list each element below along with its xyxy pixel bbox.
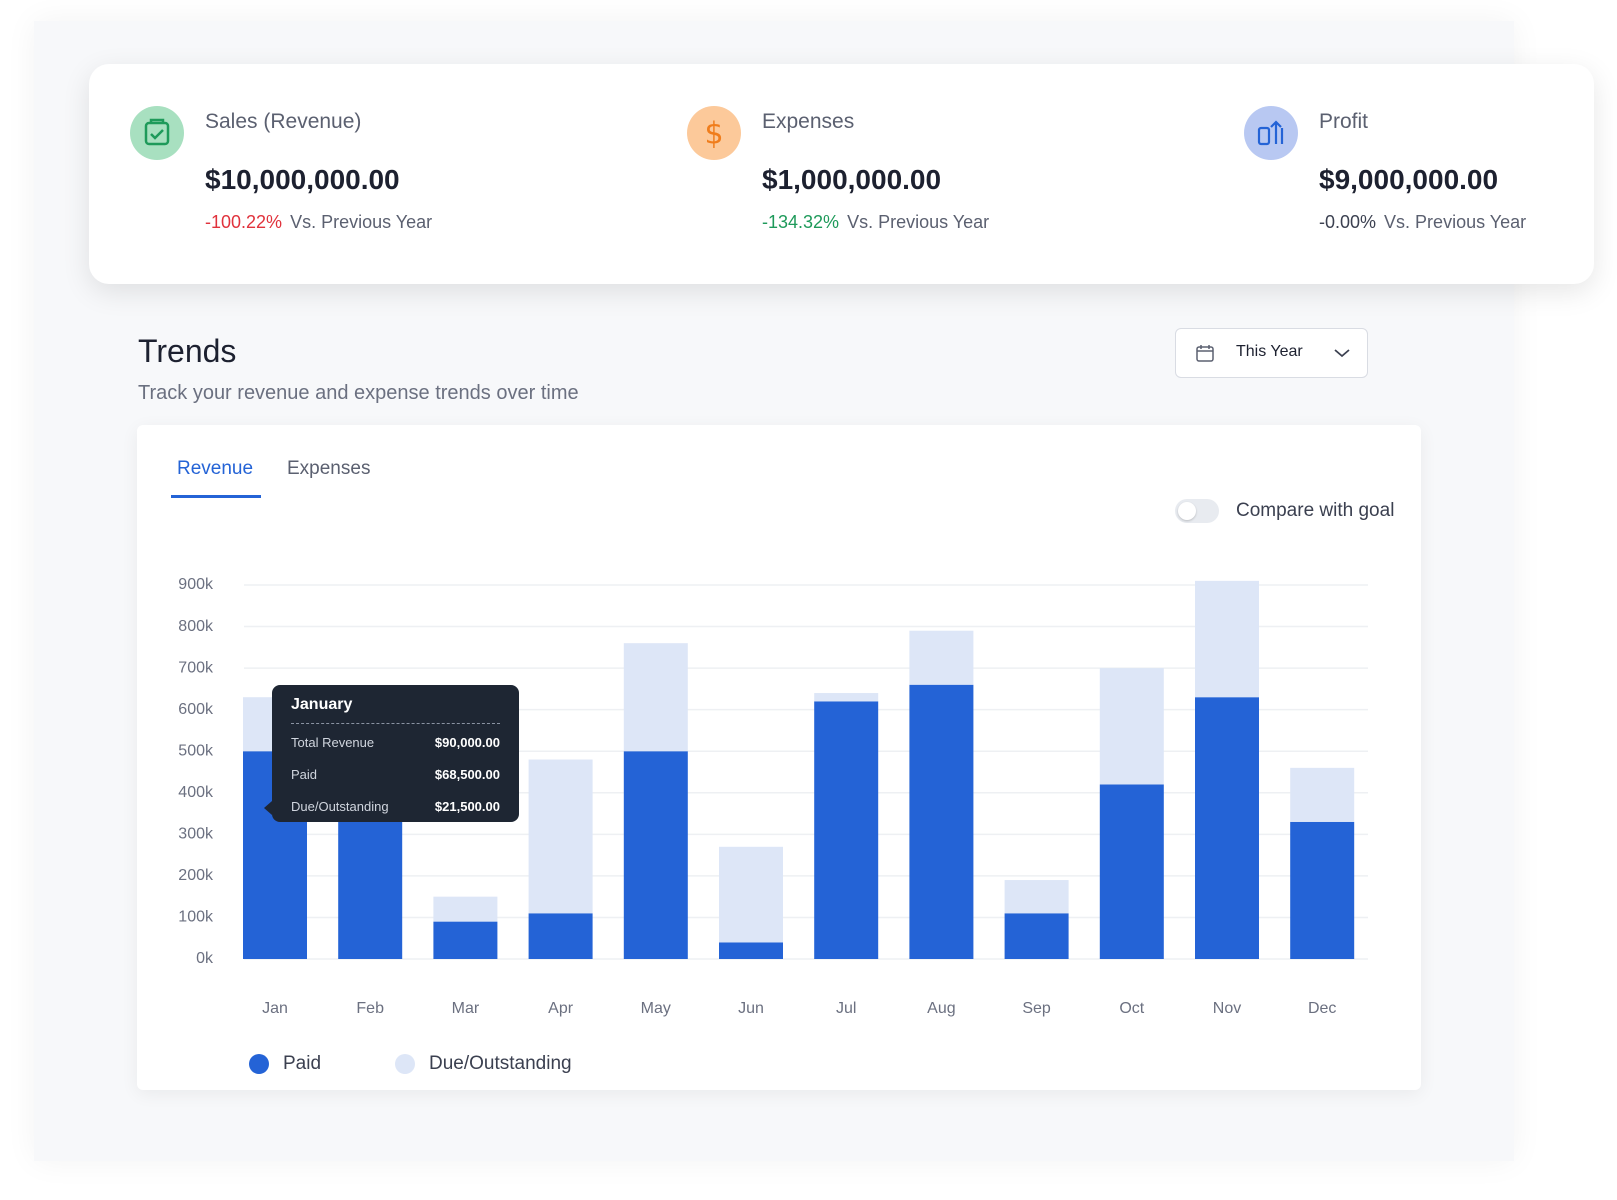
bar-segment xyxy=(528,759,593,914)
bar-segment xyxy=(433,896,498,922)
tooltip-title: January xyxy=(291,696,353,713)
kpi-value: $1,000,000.00 xyxy=(762,164,942,195)
toggle[interactable] xyxy=(1175,499,1219,523)
calendar-icon xyxy=(1196,345,1214,362)
tooltip-key: Due/Outstanding xyxy=(291,799,389,814)
bar-segment xyxy=(1195,580,1259,698)
tab[interactable]: Expenses xyxy=(287,458,371,479)
kpi-label: Expenses xyxy=(762,110,855,133)
x-tick-label: Feb xyxy=(356,1000,384,1017)
bar-segment xyxy=(1099,784,1164,959)
x-tick-label: May xyxy=(641,1000,671,1017)
bar-segment xyxy=(338,821,403,959)
kpi-change-row: -100.22% Vs. Previous Year xyxy=(205,212,432,233)
tooltip: January Total Revenue $90,000.00 Paid $68,… xyxy=(264,685,519,822)
kpi-value: $9,000,000.00 xyxy=(1319,164,1499,195)
kpi-change: -0.00% xyxy=(1319,212,1377,232)
tooltip-value: $90,000.00 xyxy=(434,735,500,750)
y-tick-label: 0k xyxy=(196,950,214,967)
sales-icon xyxy=(130,106,184,160)
x-tick-label: Jul xyxy=(836,1000,856,1017)
y-tick-label: 100k xyxy=(178,909,214,926)
kpi-comparison: Vs. Previous Year xyxy=(1384,212,1527,232)
x-tick-label: Apr xyxy=(548,1000,574,1017)
x-tick-label: Mar xyxy=(452,1000,480,1017)
tooltip-row: Due/Outstanding $21,500.00 xyxy=(291,799,500,814)
kpi-label: Sales (Revenue) xyxy=(205,110,362,133)
x-tick-label: Nov xyxy=(1213,1000,1241,1017)
y-tick-label: 700k xyxy=(178,659,214,676)
bar-segment xyxy=(909,630,974,685)
bar-segment xyxy=(814,693,879,702)
tooltip-row: Total Revenue $90,000.00 xyxy=(291,735,500,750)
tooltip-separator xyxy=(291,723,500,724)
kpi-comparison: Vs. Previous Year xyxy=(847,212,990,232)
x-tick-label: Jun xyxy=(738,1000,764,1017)
period-dropdown[interactable]: This Year xyxy=(1175,328,1368,378)
legend-swatch xyxy=(395,1054,415,1074)
bar-segment xyxy=(623,751,688,959)
kpi-value: $10,000,000.00 xyxy=(205,164,400,195)
tab[interactable]: Revenue xyxy=(177,458,254,479)
bar-segment xyxy=(1099,668,1164,785)
bar-segment xyxy=(1004,913,1069,959)
svg-text:$: $ xyxy=(704,117,723,152)
kpi-change: -134.32% xyxy=(762,212,840,232)
kpi-comparison: Vs. Previous Year xyxy=(290,212,433,232)
tooltip-key: Paid xyxy=(291,767,318,782)
y-tick-label: 900k xyxy=(178,576,214,593)
bar-segment xyxy=(433,921,498,959)
kpi: $ Expenses $1,000,000.00 -134.32% Vs. Pre… xyxy=(646,64,1146,284)
tooltip-value: $68,500.00 xyxy=(434,767,500,782)
bar-segment xyxy=(909,684,974,959)
tooltip-key: Total Revenue xyxy=(291,735,375,750)
x-tick-label: Aug xyxy=(927,1000,955,1017)
section-subtitle: Track your revenue and expense trends ov… xyxy=(138,382,579,404)
bar-segment xyxy=(1004,880,1069,914)
kpi: Sales (Revenue) $10,000,000.00 -100.22% V… xyxy=(89,64,589,284)
section-title: Trends xyxy=(138,333,237,369)
chevron-icon xyxy=(1334,349,1350,358)
x-tick-label: Jan xyxy=(262,1000,288,1017)
period-label: This Year xyxy=(1236,343,1303,360)
tooltip-row: Paid $68,500.00 xyxy=(291,767,500,782)
x-tick-label: Oct xyxy=(1119,1000,1144,1017)
bar-segment xyxy=(623,643,688,752)
expenses-icon: $ xyxy=(687,106,741,160)
kpi-card: Sales (Revenue) $10,000,000.00 -100.22% V… xyxy=(89,64,1594,284)
y-tick-label: 400k xyxy=(178,784,214,801)
legend-label: Due/Outstanding xyxy=(429,1053,572,1074)
x-tick-label: Sep xyxy=(1022,1000,1051,1017)
tooltip-arrow xyxy=(264,801,272,815)
bar-segment xyxy=(1195,697,1259,959)
bar-segment xyxy=(814,701,879,959)
y-tick-label: 500k xyxy=(178,742,214,759)
profit-icon xyxy=(1244,106,1298,160)
bar-segment xyxy=(1290,821,1355,959)
legend-swatch xyxy=(249,1054,269,1074)
tooltip-value: $21,500.00 xyxy=(434,799,500,814)
bar-segment xyxy=(719,942,783,959)
kpi: Profit $9,000,000.00 -0.00% Vs. Previous … xyxy=(1203,64,1617,284)
bar-segment xyxy=(1290,767,1355,822)
legend-label: Paid xyxy=(283,1053,321,1074)
y-tick-label: 300k xyxy=(178,826,214,843)
y-tick-label: 600k xyxy=(178,701,214,718)
tab-indicator xyxy=(171,495,261,498)
toggle-label: Compare with goal xyxy=(1236,500,1395,521)
x-tick-label: Dec xyxy=(1308,1000,1336,1017)
kpi-change-row: -134.32% Vs. Previous Year xyxy=(762,212,989,233)
bar-segment xyxy=(719,846,783,943)
toggle-knob xyxy=(1178,502,1196,520)
kpi-change: -100.22% xyxy=(205,212,283,232)
y-tick-label: 800k xyxy=(178,618,214,635)
kpi-label: Profit xyxy=(1319,110,1369,133)
bar-segment xyxy=(528,913,593,959)
kpi-change-row: -0.00% Vs. Previous Year xyxy=(1319,212,1526,233)
y-tick-label: 200k xyxy=(178,867,214,884)
chart-card: 0k 100k 200k 300k 400k 500k 600k 700k 800k 900k Ja… xyxy=(137,425,1421,1090)
